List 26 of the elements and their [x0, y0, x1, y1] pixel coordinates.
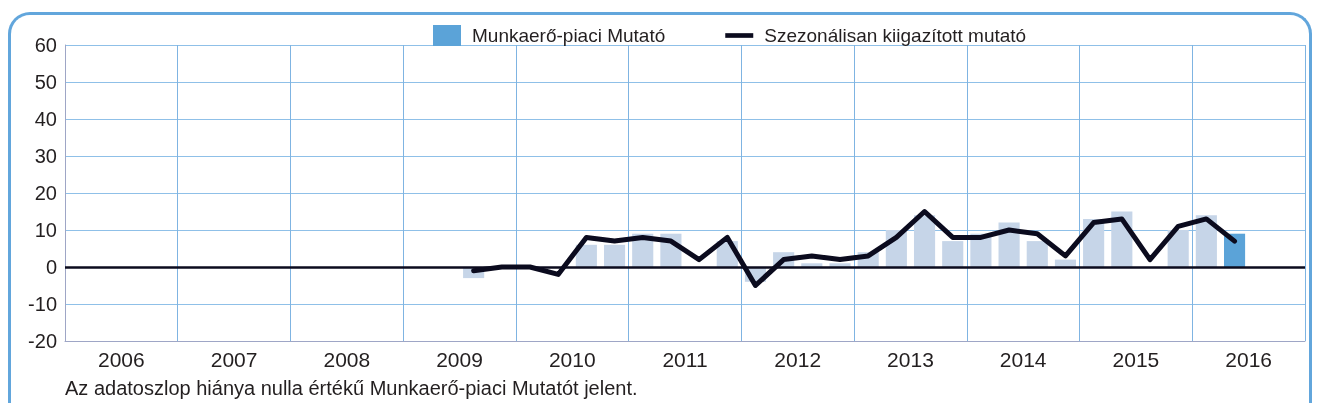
y-tick-label: 60	[34, 34, 57, 56]
y-tick-label: 30	[34, 145, 57, 167]
bar	[603, 244, 626, 267]
x-tick-label: 2015	[1112, 348, 1160, 371]
bar	[942, 241, 964, 267]
x-tick-label: 2007	[210, 348, 258, 371]
y-tick-label: 40	[34, 108, 57, 130]
y-tick-label: -10	[28, 293, 57, 315]
y-tick-label: 10	[34, 219, 57, 241]
bar	[1026, 241, 1048, 267]
x-tick-label: 2009	[436, 348, 483, 371]
y-tick-label: 20	[34, 182, 57, 204]
y-tick-label: -20	[28, 330, 57, 352]
x-tick-label: 2006	[98, 348, 145, 371]
x-tick-label: 2008	[323, 348, 371, 371]
legend-label: Munkaerő-piaci Mutató	[472, 25, 666, 46]
y-tick-label: 50	[34, 71, 57, 93]
text: Az adatoszlop hiánya nulla értékű Munkaerő-piaci Mutatót jelent.	[65, 377, 638, 399]
x-tick-label: 2013	[887, 348, 934, 371]
x-tick-label: 2016	[1225, 348, 1272, 371]
x-tick-label: 2010	[548, 348, 596, 371]
legend-label: Szezonálisan kiigazított mutató	[764, 25, 1027, 46]
x-tick-label: 2012	[774, 348, 822, 371]
y-tick-label: 0	[45, 256, 57, 278]
x-tick-label: 2014	[999, 348, 1047, 371]
x-tick-label: 2011	[662, 348, 708, 371]
